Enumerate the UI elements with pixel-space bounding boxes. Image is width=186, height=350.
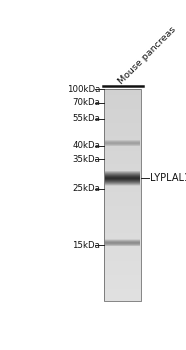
Text: 35kDa: 35kDa	[73, 155, 100, 164]
Text: 25kDa: 25kDa	[73, 184, 100, 194]
Text: Mouse pancreas: Mouse pancreas	[116, 26, 177, 86]
Text: 100kDa: 100kDa	[67, 85, 100, 94]
Text: 70kDa: 70kDa	[73, 98, 100, 107]
Text: 40kDa: 40kDa	[73, 141, 100, 150]
Text: 55kDa: 55kDa	[73, 114, 100, 123]
Text: 15kDa: 15kDa	[73, 241, 100, 250]
Text: LYPLAL1: LYPLAL1	[150, 173, 186, 183]
Bar	[104, 89, 142, 301]
